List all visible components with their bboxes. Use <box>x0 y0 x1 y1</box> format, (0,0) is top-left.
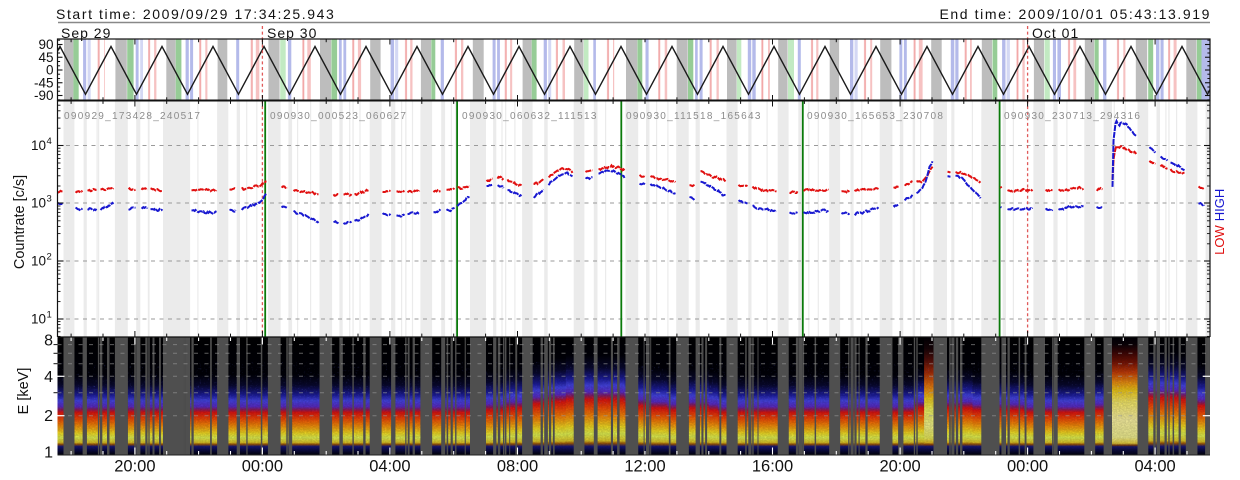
svg-text:04:00: 04:00 <box>1134 458 1175 476</box>
svg-text:2: 2 <box>44 408 53 425</box>
svg-text:090929_173428_240517: 090929_173428_240517 <box>64 111 201 122</box>
svg-text:10: 10 <box>31 312 46 327</box>
svg-text:Countrate [c/s]: Countrate [c/s] <box>12 175 28 269</box>
svg-text:2: 2 <box>47 252 52 263</box>
svg-text:16:00: 16:00 <box>752 458 793 476</box>
svg-text:10: 10 <box>31 138 46 153</box>
svg-text:HIGH: HIGH <box>1212 189 1227 222</box>
svg-text:45: 45 <box>38 50 53 65</box>
svg-text:Sep 29: Sep 29 <box>61 25 111 41</box>
svg-text:LOW: LOW <box>1212 224 1227 254</box>
svg-text:0: 0 <box>46 63 54 78</box>
svg-text:090930_000523_060627: 090930_000523_060627 <box>270 111 407 122</box>
svg-text:3: 3 <box>47 194 52 205</box>
svg-text:-90: -90 <box>34 88 54 103</box>
svg-text:090930_230713_294316: 090930_230713_294316 <box>1004 111 1141 122</box>
svg-text:20:00: 20:00 <box>879 458 920 476</box>
svg-text:00:00: 00:00 <box>242 458 283 476</box>
svg-text:08:00: 08:00 <box>497 458 538 476</box>
svg-text:E [keV]: E [keV] <box>16 368 32 415</box>
svg-text:Start time: 2009/09/29 17:34:2: Start time: 2009/09/29 17:34:25.943 <box>56 6 335 22</box>
svg-text:Sep 30: Sep 30 <box>267 25 317 41</box>
svg-text:090930_060632_111513: 090930_060632_111513 <box>462 111 598 122</box>
svg-text:1: 1 <box>47 310 52 321</box>
svg-text:12:00: 12:00 <box>624 458 665 476</box>
svg-text:090930_111518_165643: 090930_111518_165643 <box>626 111 762 122</box>
svg-text:8: 8 <box>44 333 53 350</box>
svg-text:1: 1 <box>44 445 53 462</box>
svg-text:20:00: 20:00 <box>114 458 155 476</box>
svg-text:10: 10 <box>31 254 46 269</box>
svg-text:4: 4 <box>47 136 52 147</box>
svg-text:04:00: 04:00 <box>369 458 410 476</box>
svg-text:4: 4 <box>44 369 53 386</box>
svg-text:10: 10 <box>31 196 46 211</box>
svg-text:Oct 01: Oct 01 <box>1032 25 1079 41</box>
svg-text:00:00: 00:00 <box>1007 458 1048 476</box>
svg-text:090930_165653_230708: 090930_165653_230708 <box>807 111 944 122</box>
svg-text:90: 90 <box>38 37 53 52</box>
svg-text:End time: 2009/10/01 05:43:13.: End time: 2009/10/01 05:43:13.919 <box>939 6 1211 22</box>
svg-text:-45: -45 <box>34 75 54 90</box>
